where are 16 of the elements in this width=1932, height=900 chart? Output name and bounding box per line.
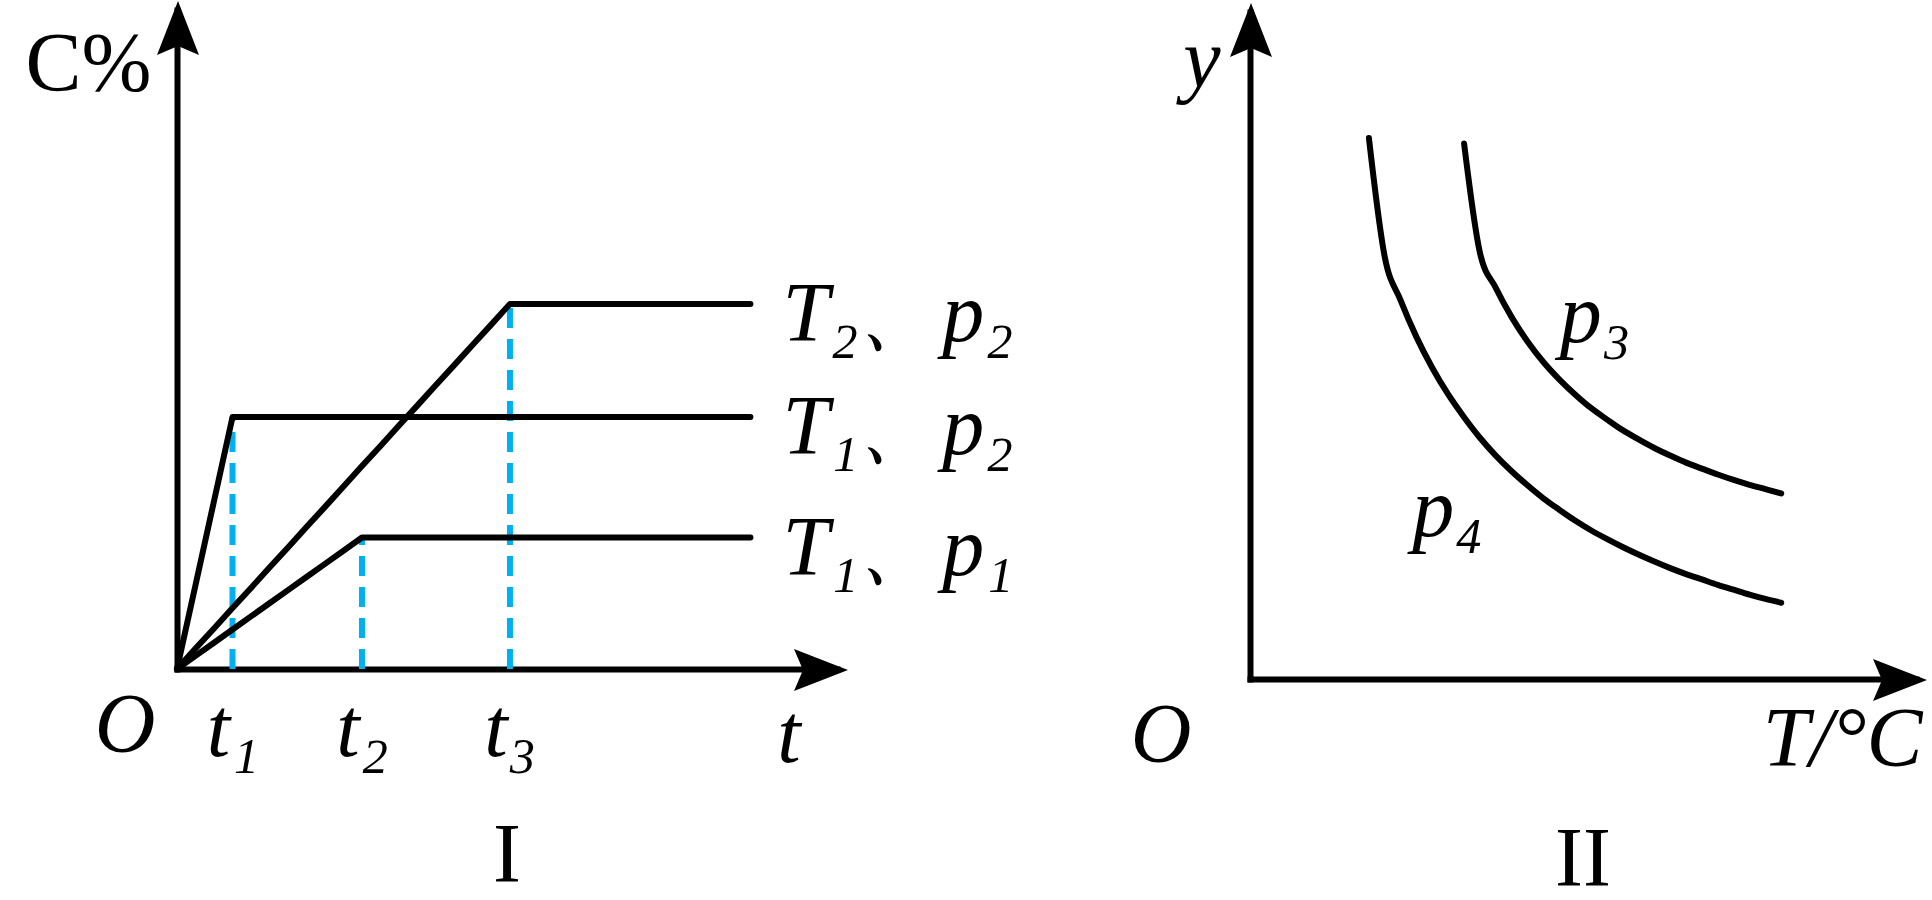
y-axis-title: C% (25, 15, 152, 109)
x-tick-label: t₃ (484, 680, 537, 774)
y-axis-title: y (1175, 11, 1222, 105)
series-label: p₄ (1407, 461, 1484, 555)
series-label: T₁、p₂ (782, 379, 1014, 473)
x-tick-label: t₁ (206, 680, 260, 774)
text: I (493, 807, 521, 900)
text: O (94, 677, 156, 770)
x-axis-title: t (777, 686, 804, 780)
series-label: p₃ (1554, 267, 1631, 361)
x-axis-title: T/°C (1762, 690, 1924, 784)
x-tick-label: t₂ (336, 680, 389, 774)
text: II (1555, 811, 1611, 900)
series-label: T₁、p₁ (782, 499, 1014, 593)
text: O (1130, 687, 1192, 780)
series-label: T₂、p₂ (782, 265, 1014, 359)
